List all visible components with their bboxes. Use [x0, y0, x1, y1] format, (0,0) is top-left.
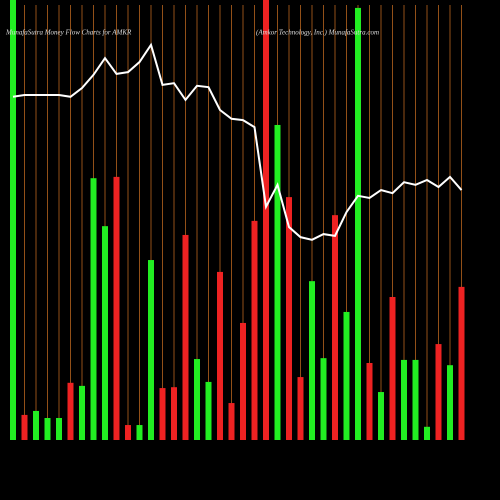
bar — [159, 388, 166, 440]
bar — [251, 220, 258, 440]
bar — [297, 377, 304, 440]
bar — [33, 410, 39, 440]
bar — [56, 418, 62, 440]
money-flow-line — [12, 42, 463, 241]
bar — [332, 215, 338, 440]
bar — [355, 7, 361, 440]
bar — [21, 414, 28, 440]
bar — [10, 0, 16, 440]
bar — [274, 124, 281, 441]
bar — [136, 425, 143, 440]
bar — [412, 359, 419, 440]
bar — [263, 0, 269, 440]
bar — [343, 311, 350, 440]
bar — [90, 178, 97, 440]
bar — [435, 344, 442, 440]
bar — [458, 286, 465, 440]
bar — [401, 359, 407, 440]
bar — [67, 382, 74, 440]
bar — [79, 385, 85, 440]
bar — [182, 234, 189, 440]
bar — [389, 297, 396, 440]
bar — [424, 426, 430, 440]
bar — [366, 363, 373, 440]
chart-subtitle: (Amkor Technology, Inc.) MunafaSutra.com — [256, 29, 379, 37]
chart-title: MunafaSutra Money Flow Charts for AMKR — [5, 29, 132, 37]
bar — [378, 392, 384, 440]
bar — [447, 365, 453, 440]
bar — [125, 425, 131, 440]
bar — [320, 358, 327, 440]
bar — [217, 271, 223, 440]
bar — [148, 260, 154, 440]
bar — [113, 176, 120, 440]
bar — [102, 226, 108, 440]
bar — [194, 359, 200, 440]
bar — [228, 403, 235, 440]
bar — [171, 387, 177, 440]
bar — [286, 197, 292, 440]
bar — [309, 281, 315, 440]
bar — [240, 322, 246, 440]
bar — [205, 381, 212, 440]
bar — [44, 418, 51, 440]
